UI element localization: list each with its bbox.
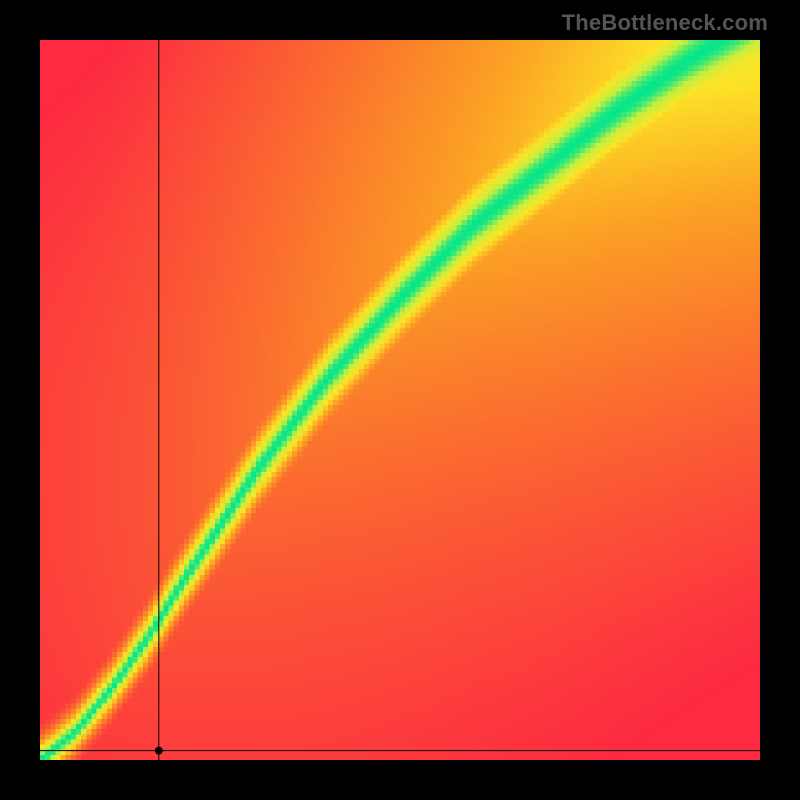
chart-container: { "watermark": { "text": "TheBottleneck.… xyxy=(0,0,800,800)
watermark-text: TheBottleneck.com xyxy=(562,10,768,36)
heatmap-plot-area xyxy=(40,40,760,760)
bottleneck-heatmap xyxy=(40,40,760,760)
